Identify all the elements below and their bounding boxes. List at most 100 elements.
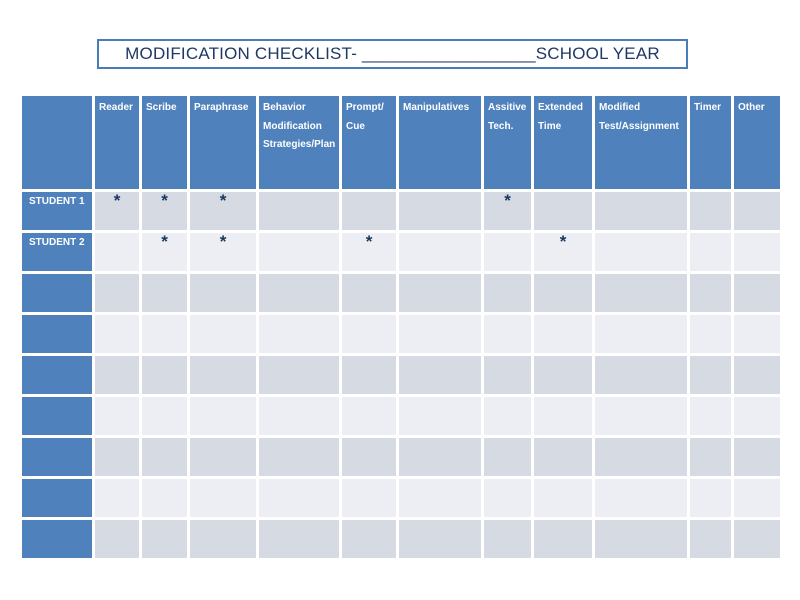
empty-cell[interactable]: [190, 397, 256, 435]
mark-cell[interactable]: *: [142, 192, 187, 230]
empty-cell[interactable]: [399, 315, 481, 353]
empty-cell[interactable]: [259, 233, 339, 271]
empty-cell[interactable]: [399, 520, 481, 558]
empty-cell[interactable]: [142, 479, 187, 517]
empty-cell[interactable]: [342, 479, 396, 517]
empty-cell[interactable]: [190, 479, 256, 517]
empty-cell[interactable]: [95, 438, 139, 476]
empty-cell[interactable]: [690, 438, 731, 476]
empty-cell[interactable]: [484, 397, 531, 435]
empty-cell[interactable]: [595, 356, 687, 394]
empty-cell[interactable]: [399, 274, 481, 312]
empty-cell[interactable]: [399, 356, 481, 394]
empty-cell[interactable]: [734, 315, 780, 353]
empty-cell[interactable]: [190, 315, 256, 353]
empty-cell[interactable]: [259, 479, 339, 517]
mark-cell[interactable]: *: [95, 192, 139, 230]
empty-cell[interactable]: [95, 274, 139, 312]
empty-cell[interactable]: [484, 479, 531, 517]
empty-cell[interactable]: [95, 479, 139, 517]
empty-cell[interactable]: [399, 192, 481, 230]
empty-cell[interactable]: [190, 274, 256, 312]
empty-cell[interactable]: [142, 397, 187, 435]
empty-cell[interactable]: [734, 233, 780, 271]
empty-cell[interactable]: [142, 315, 187, 353]
empty-cell[interactable]: [734, 274, 780, 312]
empty-cell[interactable]: [595, 479, 687, 517]
empty-cell[interactable]: [690, 479, 731, 517]
empty-cell[interactable]: [484, 438, 531, 476]
empty-cell[interactable]: [95, 315, 139, 353]
mark-cell[interactable]: *: [190, 192, 256, 230]
empty-cell[interactable]: [95, 520, 139, 558]
empty-cell[interactable]: [484, 274, 531, 312]
empty-cell[interactable]: [259, 438, 339, 476]
empty-cell[interactable]: [534, 397, 592, 435]
empty-cell[interactable]: [595, 520, 687, 558]
empty-cell[interactable]: [399, 479, 481, 517]
empty-cell[interactable]: [95, 356, 139, 394]
empty-cell[interactable]: [534, 520, 592, 558]
empty-cell[interactable]: [734, 192, 780, 230]
empty-cell[interactable]: [190, 438, 256, 476]
empty-cell[interactable]: [734, 520, 780, 558]
empty-cell[interactable]: [484, 356, 531, 394]
empty-cell[interactable]: [399, 397, 481, 435]
empty-cell[interactable]: [595, 192, 687, 230]
empty-cell[interactable]: [534, 192, 592, 230]
empty-cell[interactable]: [534, 315, 592, 353]
empty-cell[interactable]: [484, 520, 531, 558]
empty-cell[interactable]: [142, 438, 187, 476]
empty-cell[interactable]: [342, 274, 396, 312]
empty-cell[interactable]: [259, 315, 339, 353]
empty-cell[interactable]: [342, 315, 396, 353]
mark-cell[interactable]: *: [190, 233, 256, 271]
column-header: Paraphrase: [190, 96, 256, 189]
empty-cell[interactable]: [342, 397, 396, 435]
empty-cell[interactable]: [342, 356, 396, 394]
empty-cell[interactable]: [690, 520, 731, 558]
empty-cell[interactable]: [534, 438, 592, 476]
empty-cell[interactable]: [690, 315, 731, 353]
empty-cell[interactable]: [259, 397, 339, 435]
empty-cell[interactable]: [690, 192, 731, 230]
empty-cell[interactable]: [190, 520, 256, 558]
empty-cell[interactable]: [734, 356, 780, 394]
empty-cell[interactable]: [342, 192, 396, 230]
empty-cell[interactable]: [399, 233, 481, 271]
empty-cell[interactable]: [734, 479, 780, 517]
empty-cell[interactable]: [95, 233, 139, 271]
empty-cell[interactable]: [342, 520, 396, 558]
mark-cell[interactable]: *: [484, 192, 531, 230]
mark-cell[interactable]: *: [342, 233, 396, 271]
empty-cell[interactable]: [690, 233, 731, 271]
empty-cell[interactable]: [534, 274, 592, 312]
empty-cell[interactable]: [142, 520, 187, 558]
empty-cell[interactable]: [595, 315, 687, 353]
empty-cell[interactable]: [342, 438, 396, 476]
empty-cell[interactable]: [595, 233, 687, 271]
empty-cell[interactable]: [399, 438, 481, 476]
empty-cell[interactable]: [259, 192, 339, 230]
empty-cell[interactable]: [595, 438, 687, 476]
empty-cell[interactable]: [484, 233, 531, 271]
empty-cell[interactable]: [595, 397, 687, 435]
empty-cell[interactable]: [259, 274, 339, 312]
empty-cell[interactable]: [690, 397, 731, 435]
empty-cell[interactable]: [690, 356, 731, 394]
empty-cell[interactable]: [95, 397, 139, 435]
empty-cell[interactable]: [734, 397, 780, 435]
empty-cell[interactable]: [259, 520, 339, 558]
empty-cell[interactable]: [190, 356, 256, 394]
empty-cell[interactable]: [142, 274, 187, 312]
empty-cell[interactable]: [690, 274, 731, 312]
empty-cell[interactable]: [595, 274, 687, 312]
empty-cell[interactable]: [259, 356, 339, 394]
empty-cell[interactable]: [734, 438, 780, 476]
empty-cell[interactable]: [534, 356, 592, 394]
empty-cell[interactable]: [142, 356, 187, 394]
empty-cell[interactable]: [484, 315, 531, 353]
mark-cell[interactable]: *: [142, 233, 187, 271]
mark-cell[interactable]: *: [534, 233, 592, 271]
empty-cell[interactable]: [534, 479, 592, 517]
